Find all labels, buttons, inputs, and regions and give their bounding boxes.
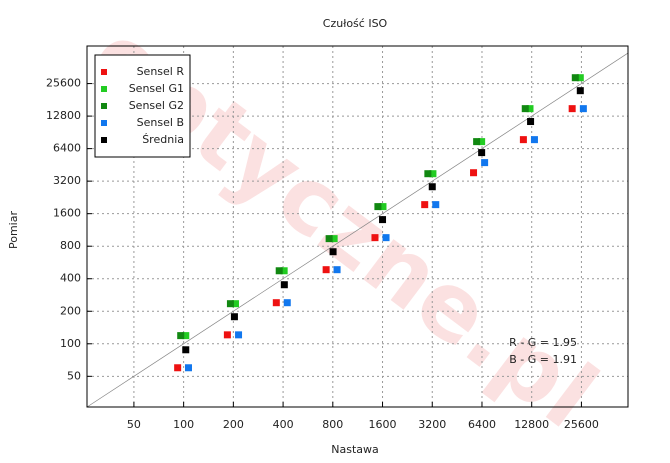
legend-swatch [101,137,107,143]
point [333,266,341,274]
point [182,346,190,354]
legend-label: Sensel G1 [129,82,184,95]
legend-box [94,54,191,158]
x-axis-label: Nastawa [331,443,379,456]
y-tick-label: 3200 [53,174,81,187]
x-tick-label: 100 [173,418,194,431]
x-tick-label: 1600 [369,418,397,431]
x-tick-label: 200 [223,418,244,431]
x-tick-label: 25600 [564,418,599,431]
legend-label: Sensel R [137,65,185,78]
point [424,170,432,178]
y-tick-label: 100 [60,337,81,350]
point [174,364,182,372]
point [470,169,478,177]
point [429,170,437,178]
point [177,332,185,340]
reference-line [86,52,629,408]
point [478,138,486,146]
point [329,248,337,256]
point [481,159,489,167]
point [579,105,587,113]
point [231,300,239,308]
point [184,364,192,372]
point [576,87,584,95]
point [223,331,231,339]
point [527,118,535,126]
point [473,138,481,146]
point [428,183,436,191]
point [330,235,338,243]
legend-swatch [101,120,107,126]
annotation: B - G = 1.91 [509,353,577,366]
x-tick-label: 6400 [468,418,496,431]
point [519,136,527,144]
point [280,281,288,289]
legend-swatch [101,103,107,109]
y-tick-label: 1600 [53,207,81,220]
point [283,299,291,307]
point [530,136,538,144]
point [382,234,390,242]
point [521,105,529,113]
x-tick-label: 3200 [418,418,446,431]
y-tick-label: 50 [67,369,81,382]
point [226,300,234,308]
legend-label: Sensel B [137,116,184,129]
legend-label: Sensel G2 [129,99,184,112]
y-tick-label: 12800 [46,109,81,122]
annotation: R - G = 1.95 [509,336,577,349]
point [421,201,429,209]
point [230,313,238,321]
chart-title: Czułość ISO [323,17,388,30]
legend-swatch [101,86,107,92]
point [371,234,379,242]
y-tick-label: 800 [60,239,81,252]
point [379,216,387,224]
legend-label: Średnia [142,133,184,146]
y-tick-label: 25600 [46,77,81,90]
point [235,331,243,339]
point [272,299,280,307]
y-axis-label: Pomiar [7,211,20,249]
x-tick-label: 800 [322,418,343,431]
y-tick-label: 200 [60,304,81,317]
plot-frame [86,45,629,408]
y-tick-label: 6400 [53,142,81,155]
point [275,267,283,275]
legend-swatch [101,69,107,75]
x-tick-label: 50 [127,418,141,431]
point [478,149,486,157]
y-tick-label: 400 [60,272,81,285]
point [322,266,330,274]
point [568,105,576,113]
point [280,267,288,275]
point [571,74,579,82]
point [182,332,190,340]
x-tick-label: 12800 [514,418,549,431]
x-tick-label: 400 [273,418,294,431]
point [526,105,534,113]
point [374,203,382,211]
point [325,235,333,243]
point [379,203,387,211]
point [576,74,584,82]
point [432,201,440,209]
